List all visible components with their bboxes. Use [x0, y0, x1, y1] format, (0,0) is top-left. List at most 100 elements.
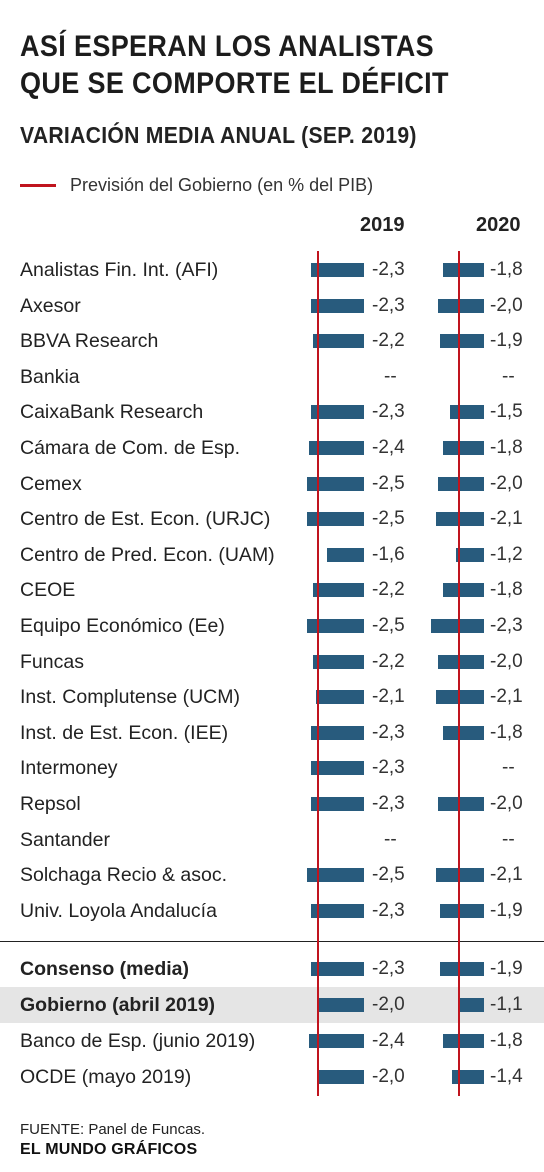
bar-2019	[311, 962, 364, 976]
value-label-2019: -2,5	[372, 472, 405, 494]
row-label: Bankia	[20, 365, 80, 388]
value-label-2020: -1,8	[490, 579, 523, 601]
value-label-2020: -1,8	[490, 437, 523, 458]
bar-2019	[311, 405, 364, 420]
bar-2019	[311, 263, 364, 277]
bar-2020	[438, 298, 484, 313]
value-label-2020: -1,9	[490, 330, 523, 352]
summary-row: Consenso (media) -2,3 -1,9	[0, 951, 544, 987]
bar-2019	[306, 476, 364, 491]
value-label-2020: -2,1	[490, 508, 523, 530]
bar-2019	[306, 619, 364, 633]
value-label-2019: -2,2	[372, 330, 405, 352]
row-label: Centro de Pred. Econ. (UAM)	[20, 543, 275, 566]
column-header-2020: 2020	[476, 214, 521, 236]
legend: Previsión del Gobierno (en % del PIB)	[20, 174, 373, 196]
value-label-2020: --	[502, 757, 515, 779]
value-label-2020: -1,5	[490, 401, 523, 423]
bar-2020	[438, 476, 484, 491]
bar-2020	[438, 797, 484, 811]
bar-2019	[308, 441, 364, 455]
value-label-2019: -1,6	[372, 543, 405, 565]
bar-2020	[442, 441, 484, 455]
value-label-2019: -2,3	[372, 401, 405, 423]
row-label: Cemex	[20, 472, 82, 495]
value-label-2019: -2,5	[372, 508, 405, 530]
bar-2019	[315, 690, 364, 705]
value-label-2020: -1,4	[490, 1066, 523, 1087]
bar-2019	[311, 903, 364, 918]
value-label-2020: -2,0	[490, 650, 523, 672]
table-row: Intermoney -2,3 --	[0, 750, 544, 786]
value-label-2020: -2,1	[490, 686, 523, 708]
value-label-2019: --	[384, 828, 397, 850]
bar-2020	[442, 725, 484, 740]
bar-2019	[318, 1070, 364, 1084]
bar-2020	[449, 405, 484, 420]
value-label-2019: -2,3	[372, 259, 405, 280]
bar-2019	[318, 998, 364, 1012]
value-label-2019: -2,4	[372, 437, 405, 458]
summary-row: Banco de Esp. (junio 2019) -2,4 -1,8	[0, 1023, 544, 1059]
value-label-2019: -2,3	[372, 958, 405, 979]
table-row: Univ. Loyola Andalucía -2,3 -1,9	[0, 893, 544, 929]
value-label-2019: -2,2	[372, 579, 405, 601]
bar-2020	[440, 903, 484, 918]
value-label-2019: -2,3	[372, 294, 405, 316]
bar-2020	[442, 1034, 484, 1048]
bar-2019	[308, 1034, 364, 1048]
row-label: CEOE	[20, 579, 76, 602]
table-row: Centro de Est. Econ. (URJC) -2,5 -2,1	[0, 501, 544, 537]
legend-reference-line	[20, 183, 56, 187]
bar-2020	[438, 654, 484, 669]
value-label-2020: -2,1	[490, 864, 523, 886]
value-label-2019: -2,4	[372, 1030, 405, 1051]
bar-2020	[431, 619, 484, 633]
value-label-2019: -2,1	[372, 686, 405, 708]
table-row: Inst. de Est. Econ. (IEE) -2,3 -1,8	[0, 715, 544, 751]
source-note: FUENTE: Panel de Funcas.	[20, 1121, 206, 1138]
value-label-2020: --	[502, 365, 515, 387]
row-label: Axesor	[20, 294, 81, 317]
value-label-2020: -1,2	[490, 543, 523, 565]
bar-2020	[442, 583, 484, 598]
bar-2020	[458, 998, 484, 1012]
bar-2019	[313, 334, 364, 349]
bar-2019	[311, 725, 364, 740]
bar-2019	[311, 298, 364, 313]
table-row: Funcas -2,2 -2,0	[0, 644, 544, 680]
table-row: Inst. Complutense (UCM) -2,1 -2,1	[0, 679, 544, 715]
row-label: Inst. de Est. Econ. (IEE)	[20, 721, 229, 744]
summary-row: OCDE (mayo 2019) -2,0 -1,4	[0, 1059, 544, 1095]
row-label: Univ. Loyola Andalucía	[20, 899, 217, 922]
value-label-2020: -1,8	[490, 1030, 523, 1051]
chart-subtitle: VARIACIÓN MEDIA ANUAL (SEP. 2019)	[20, 122, 417, 148]
row-label: Santander	[20, 828, 110, 851]
value-label-2019: -2,3	[372, 793, 405, 814]
value-label-2019: -2,0	[372, 994, 405, 1015]
table-row: CEOE -2,2 -1,8	[0, 572, 544, 608]
row-label: CaixaBank Research	[20, 401, 204, 424]
table-row: Cámara de Com. de Esp. -2,4 -1,8	[0, 430, 544, 466]
bar-2019	[313, 583, 364, 598]
brand-credit: EL MUNDO GRÁFICOS	[20, 1141, 198, 1158]
legend-label: Previsión del Gobierno (en % del PIB)	[70, 174, 374, 195]
summary-divider	[0, 941, 544, 942]
bar-2019	[311, 797, 364, 811]
value-label-2019: -2,5	[372, 864, 405, 886]
chart-title: ASÍ ESPERAN LOS ANALISTAS QUE SE COMPORT…	[20, 30, 449, 100]
row-label: Analistas Fin. Int. (AFI)	[20, 259, 219, 281]
row-label: Equipo Económico (Ee)	[20, 615, 225, 637]
summary-row: Gobierno (abril 2019) -2,0 -1,1	[0, 987, 544, 1023]
row-label: Inst. Complutense (UCM)	[20, 686, 240, 709]
row-label: OCDE (mayo 2019)	[20, 1066, 192, 1088]
value-label-2020: -1,9	[490, 958, 523, 979]
row-label: Intermoney	[20, 757, 118, 780]
value-label-2020: -1,8	[490, 259, 523, 280]
value-label-2020: -1,8	[490, 721, 523, 743]
table-row: Solchaga Recio & asoc. -2,5 -2,1	[0, 857, 544, 893]
reference-line-2020	[457, 251, 460, 1096]
row-label: Consenso (media)	[20, 958, 190, 980]
value-label-2019: -2,3	[372, 899, 405, 921]
table-row: Equipo Económico (Ee) -2,5 -2,3	[0, 608, 544, 644]
